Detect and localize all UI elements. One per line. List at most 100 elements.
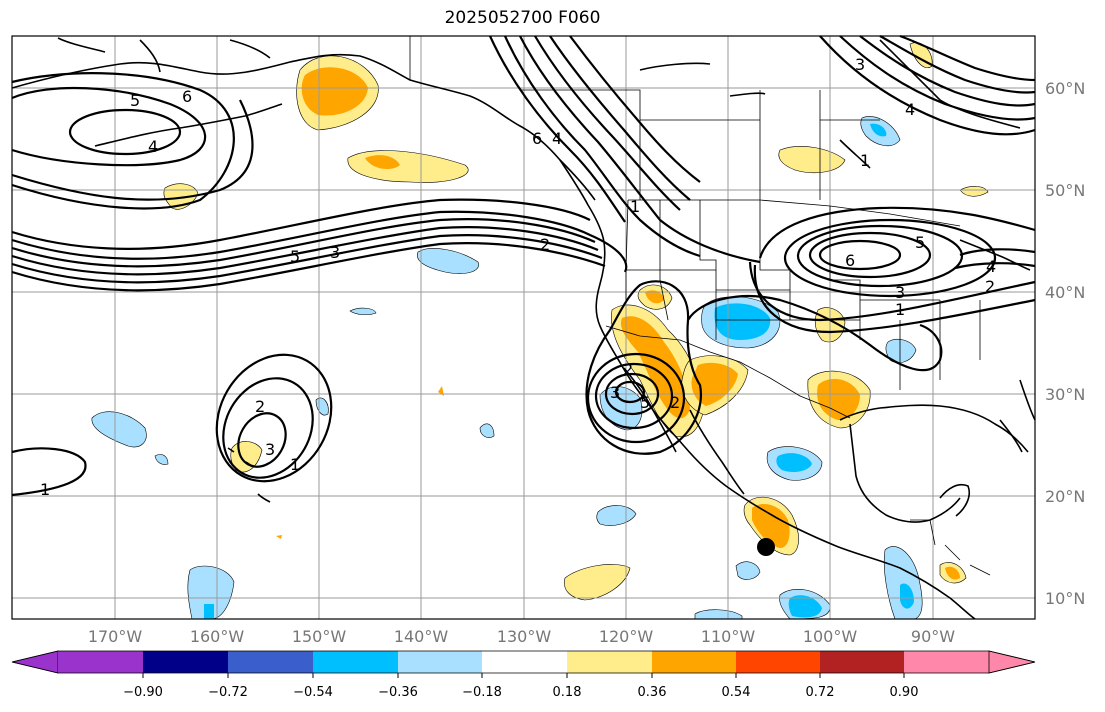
contour-jet-1 <box>11 198 591 250</box>
coast-mexico-east <box>849 423 961 523</box>
colorbar-max-arrow <box>988 650 1036 674</box>
border-us-mexico <box>605 325 851 419</box>
shade-epac-deepblue-3 <box>788 595 822 618</box>
lat-label: 50°N <box>1045 181 1085 200</box>
colorbar-segment <box>228 651 313 673</box>
lon-label: 140°W <box>394 627 449 646</box>
shade-az-orange <box>691 362 738 406</box>
contour-label: 5 <box>915 233 925 252</box>
lat-label: 40°N <box>1045 283 1085 302</box>
colorbar-tick-label: −0.36 <box>378 685 418 700</box>
lon-label: 100°W <box>803 627 858 646</box>
coast-great-lakes <box>959 239 1031 271</box>
shade-pacific-blue-1 <box>417 248 479 274</box>
contour-trough-1 <box>488 35 626 223</box>
contour-bering-5 <box>11 86 207 167</box>
colorbar-segment <box>652 651 736 673</box>
colorbar-segment <box>398 651 482 673</box>
colorbar-tick-label: 0.54 <box>722 685 751 700</box>
colorbar-tick-label: −0.18 <box>462 685 502 700</box>
shade-epac-blue-2 <box>735 561 761 580</box>
contour-nec-4 <box>879 35 1036 94</box>
shade-mo-blue <box>885 338 917 363</box>
lon-label: 170°W <box>88 627 143 646</box>
shade-bottomleft-blue <box>187 565 235 620</box>
lon-label: 130°W <box>497 627 552 646</box>
contour-label: 3 <box>855 55 865 74</box>
colorbar-segment <box>313 651 398 673</box>
contour-alaska-2 <box>11 99 254 201</box>
contour-bering-6 <box>11 72 235 210</box>
shade-pacific-blue-6 <box>479 423 495 438</box>
contour-label-group: 5 6 4 2 3 1 6 4 1 2 3 6 5 3 2 5 1 2 4 1 … <box>40 55 996 499</box>
longitude-labels: 170°W 160°W 150°W 140°W 130°W 120°W 110°… <box>88 627 955 646</box>
contour-label: 4 <box>905 100 915 119</box>
coast-florida <box>999 379 1036 453</box>
contour-jet-6 <box>11 242 606 292</box>
colorbar-tick-label: 0.36 <box>638 685 667 700</box>
storm-marker <box>757 538 775 556</box>
contour-low-2 <box>604 372 660 416</box>
shade-cam-orange <box>945 566 960 580</box>
contour-label: 3 <box>265 440 275 459</box>
contour-low-3 <box>594 362 674 430</box>
border-states-2 <box>626 269 981 390</box>
contour-nec-3 <box>859 35 1036 107</box>
contour-lines <box>11 34 1036 497</box>
shade-gulf-orange <box>365 155 400 170</box>
contour-label: 2 <box>540 235 550 254</box>
colorbar-segment <box>143 651 228 673</box>
contour-label: 2 <box>670 393 680 412</box>
contour-label: 1 <box>860 151 870 170</box>
contour-hi-3 <box>215 353 333 483</box>
contour-ne-2 <box>954 262 1036 270</box>
map-title: 2025052700 F060 <box>444 8 601 28</box>
colorbar-segment <box>58 651 143 673</box>
contour-low-inner <box>614 380 646 404</box>
lon-label: 160°W <box>190 627 245 646</box>
contour-hi-outer <box>11 447 87 497</box>
contour-jet-3 <box>11 218 596 268</box>
contour-trough-4 <box>534 35 681 211</box>
coast-bering <box>57 37 271 73</box>
contour-label: 3 <box>895 283 905 302</box>
lat-label: 10°N <box>1045 589 1085 608</box>
shade-pacific-blue-4 <box>154 454 169 465</box>
shade-cam-deepblue <box>900 583 914 609</box>
shade-texas-orange <box>817 378 860 420</box>
contour-label: 1 <box>290 455 300 474</box>
contour-high-7 <box>753 264 1036 334</box>
contour-bering-inner <box>68 108 182 156</box>
colorbar-tick-marks <box>142 673 905 678</box>
contour-label: 2 <box>255 397 265 416</box>
shade-dot-yellow-2 <box>276 535 282 539</box>
shade-mexico-deepblue <box>776 453 812 472</box>
shade-epac-orange <box>752 504 790 548</box>
shade-nv-orange <box>645 290 664 304</box>
shade-pacific-blue-2 <box>349 307 377 316</box>
contour-high-4 <box>783 218 997 298</box>
coast-baja <box>623 367 745 495</box>
lat-label: 20°N <box>1045 487 1085 506</box>
contour-trough-5 <box>549 35 691 201</box>
contour-high-2 <box>808 231 932 279</box>
contour-jet-2 <box>11 210 628 273</box>
contour-label: 4 <box>552 129 562 148</box>
contour-high-1 <box>818 239 902 271</box>
colorbar: −0.90 −0.72 −0.54 −0.36 −0.18 0.18 0.36 … <box>11 650 1036 700</box>
contour-jet-5 <box>11 234 603 284</box>
contour-low-east <box>687 294 943 372</box>
contour-trough-2 <box>503 35 701 258</box>
contour-label: 6 <box>845 251 855 270</box>
colorbar-segment <box>736 651 820 673</box>
contour-label: 2 <box>623 360 633 379</box>
colorbar-segment <box>567 651 652 673</box>
shade-epac-yellow-2 <box>564 564 631 601</box>
contour-jet-4 <box>11 226 599 276</box>
colorbar-tick-label: 0.18 <box>553 685 582 700</box>
coast-yucatan <box>939 483 971 517</box>
colorbar-outline <box>11 650 1036 674</box>
lon-label: 120°W <box>599 627 654 646</box>
contour-high-3 <box>796 224 964 288</box>
colorbar-segment <box>482 651 567 673</box>
